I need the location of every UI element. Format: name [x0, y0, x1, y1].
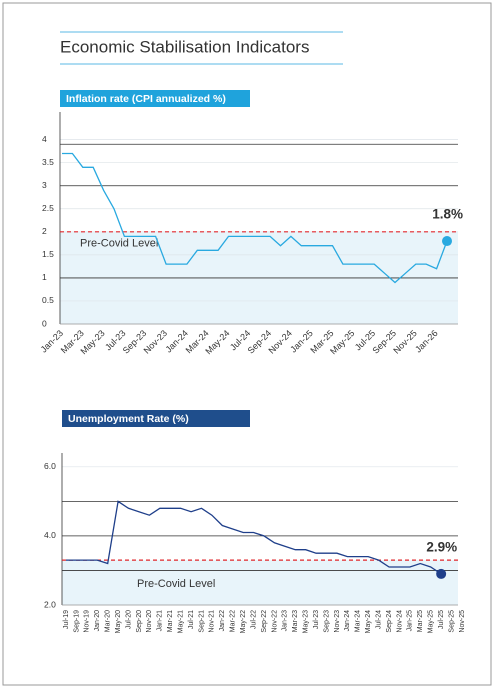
reference-label: Pre-Covid Level — [137, 578, 215, 590]
x-tick-label: Jan-22 — [219, 610, 226, 632]
y-tick-label: 1.5 — [42, 249, 54, 259]
end-point — [442, 236, 452, 247]
x-tick-label: Mar-22 — [230, 610, 237, 632]
y-tick-label: 3 — [42, 180, 47, 190]
y-tick-label: 4 — [42, 134, 47, 144]
y-tick-label: 2 — [42, 226, 47, 236]
x-tick-label: Nov-21 — [209, 610, 216, 633]
x-tick-label: May-21 — [177, 610, 184, 633]
x-tick-label: Jan-20 — [94, 610, 101, 632]
x-tick-label: Sep-22 — [261, 610, 268, 633]
x-tick-label: Jul-20 — [125, 610, 132, 629]
x-tick-label: Nov-19 — [84, 610, 91, 633]
x-tick-label: Jan-25 — [407, 610, 414, 632]
value-label: 2.9% — [426, 539, 457, 554]
x-tick-label: Nov-22 — [271, 610, 278, 633]
x-tick-label: Sep-19 — [73, 610, 80, 633]
x-tick-label: May-25 — [428, 610, 435, 633]
chart-title: Unemployment Rate (%) — [68, 413, 189, 425]
y-tick-label: 4.0 — [44, 530, 56, 540]
x-tick-label: Jul-19 — [63, 610, 70, 629]
chart-title-chip — [62, 410, 250, 427]
x-tick-label: Nov-23 — [334, 610, 341, 633]
x-tick-label: Mar-21 — [167, 610, 174, 632]
y-tick-label: 0 — [42, 318, 47, 328]
chart-title-chip — [60, 90, 250, 107]
chart-title: Inflation rate (CPI annualized %) — [66, 93, 226, 105]
x-tick-label: Nov-20 — [146, 610, 153, 633]
end-point — [436, 568, 447, 579]
x-tick-label: Sep-25 — [448, 610, 455, 633]
y-tick-label: 1 — [42, 272, 47, 282]
x-tick-label: May-23 — [303, 610, 310, 633]
x-tick-label: Sep-20 — [136, 610, 143, 633]
y-tick-label: 2.5 — [42, 203, 54, 213]
x-tick-label: Jul-21 — [188, 610, 195, 629]
x-tick-label: Nov-24 — [396, 610, 403, 633]
x-tick-label: May-24 — [365, 610, 372, 633]
y-tick-label: 6.0 — [44, 461, 56, 471]
x-tick-label: Sep-23 — [323, 610, 330, 633]
data-line — [62, 152, 448, 284]
x-tick-label: Jan-23 — [282, 610, 289, 632]
y-tick-label: 2.0 — [44, 599, 56, 609]
x-tick-label: Jan-24 — [344, 610, 351, 632]
y-tick-label: 0.5 — [42, 295, 54, 305]
reference-label: Pre-Covid Level — [80, 238, 158, 250]
x-tick-label: Jul-24 — [375, 610, 382, 629]
x-tick-label: Jul-25 — [438, 610, 445, 629]
page-title: Economic Stabilisation Indicators — [60, 37, 309, 56]
x-tick-label: May-20 — [115, 610, 122, 633]
x-tick-label: Nov-25 — [459, 610, 466, 633]
x-tick-label: Sep-21 — [198, 610, 205, 633]
x-tick-label: Jul-23 — [313, 610, 320, 629]
x-tick-label: Mar-25 — [417, 610, 424, 632]
x-tick-label: Jan-21 — [157, 610, 164, 632]
x-tick-label: Mar-20 — [105, 610, 112, 632]
x-tick-label: Jul-22 — [250, 610, 257, 629]
x-tick-label: Mar-24 — [355, 610, 362, 632]
x-tick-label: May-22 — [240, 610, 247, 633]
x-tick-label: Sep-24 — [386, 610, 393, 633]
value-label: 1.8% — [432, 207, 463, 222]
y-tick-label: 3.5 — [42, 157, 54, 167]
data-line — [66, 500, 442, 575]
x-tick-label: Mar-23 — [292, 610, 299, 632]
